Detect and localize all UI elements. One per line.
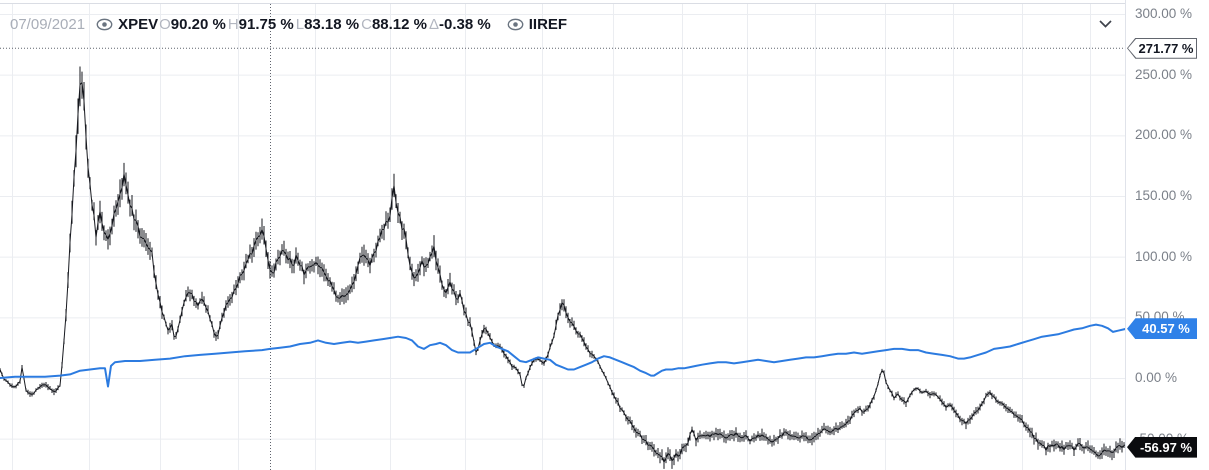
tag-inner-fill — [1128, 38, 1196, 58]
ohlc-value: -0.38 % — [439, 15, 491, 33]
tag-value-label: 40.57 % — [1142, 321, 1190, 337]
ohlc-key: Δ — [429, 15, 440, 33]
ohlc-key: H — [227, 15, 239, 33]
price-tag-iiref: 40.57 % — [1127, 318, 1197, 340]
axis-tick-label: 0.00 % — [1135, 370, 1178, 385]
price-chart-canvas[interactable] — [0, 0, 1125, 470]
chevron-down-icon[interactable] — [1097, 18, 1113, 30]
ohlc-value: 90.20 % — [170, 15, 226, 33]
ohlc-value: 91.75 % — [238, 15, 294, 33]
legend-bar: 07/09/2021 XPEV O90.20 % H91.75 % L83.18 %… — [10, 14, 568, 34]
axis-tick-label: 250.00 % — [1135, 66, 1193, 82]
axis-tick-label: 300.00 % — [1135, 6, 1193, 21]
ohlc-key: L — [295, 15, 305, 33]
tag-value-label: -56.97 % — [1139, 439, 1193, 455]
axis-tick-label: 100.00 % — [1135, 248, 1193, 264]
ohlc-key: O — [159, 15, 171, 33]
chart-top-border — [0, 3, 1209, 4]
tag-value-label: 271.77 % — [1138, 40, 1194, 56]
axis-tick-label: 150.00 % — [1135, 188, 1193, 203]
ohlc-values: O90.20 % H91.75 % L83.18 % C88.12 % Δ-0.38 % — [159, 16, 493, 33]
tag-arrow-shape — [1127, 318, 1197, 340]
series-xpev-line[interactable] — [0, 81, 1125, 464]
visibility-eye-icon[interactable] — [507, 18, 524, 31]
crosshair-date-label: 07/09/2021 — [10, 15, 86, 33]
series-iiref-line[interactable] — [0, 323, 1125, 388]
series-xpev-bars[interactable] — [0, 66, 1125, 469]
price-tag-xpev: -56.97 % — [1127, 436, 1197, 458]
ohlc-value: 88.12 % — [371, 15, 427, 33]
legend-symbol-iiref[interactable]: IIREF — [528, 15, 568, 33]
ohlc-key: C — [361, 15, 372, 33]
axis-tick-label: 200.00 % — [1135, 127, 1193, 143]
legend-symbol-xpev[interactable]: XPEV — [118, 15, 159, 33]
price-axis[interactable]: 300.00 % 250.00 % 200.00 % 150.00 % 100.00 %… — [1125, 0, 1209, 470]
visibility-eye-icon[interactable] — [96, 18, 113, 31]
price-tag-crosshair: 271.77 % — [1127, 37, 1197, 59]
ohlc-value: 83.18 % — [304, 15, 360, 33]
tag-arrow-shape — [1127, 436, 1197, 458]
